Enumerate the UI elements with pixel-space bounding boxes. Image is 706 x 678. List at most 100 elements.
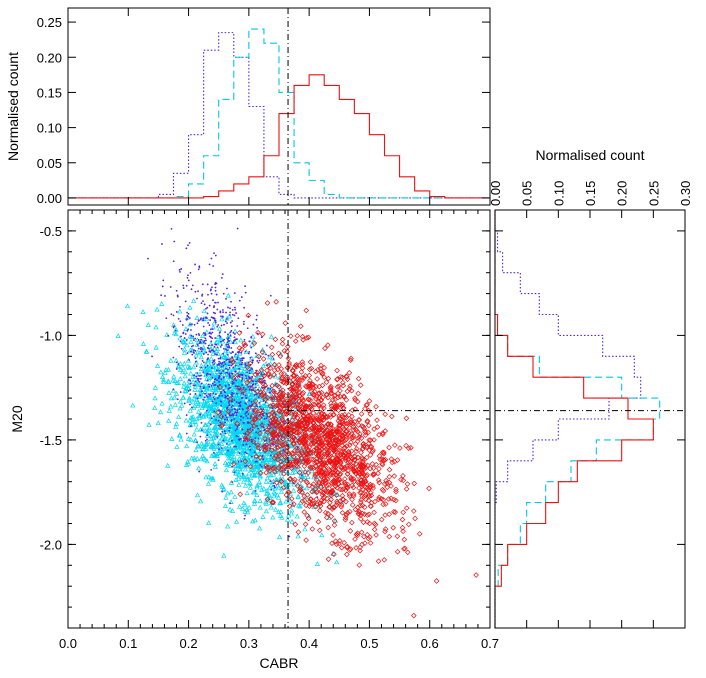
scatter-point	[252, 517, 258, 523]
top-y-axis-title: Normalised count	[5, 52, 21, 161]
scatter-point	[401, 536, 408, 543]
right-x-tick-label: 0.25	[646, 181, 661, 206]
scatter-point	[273, 299, 279, 305]
scatter-point	[201, 308, 207, 314]
scatter-point	[234, 429, 237, 432]
scatter-point	[291, 501, 297, 507]
scatter-point	[204, 376, 210, 382]
scatter-point	[297, 503, 303, 509]
scatter-point	[256, 405, 259, 408]
scatter-point	[223, 338, 226, 341]
scatter-point	[230, 431, 236, 437]
scatter-point	[252, 407, 259, 413]
scatter-point	[225, 490, 231, 496]
scatter-point	[302, 373, 309, 379]
scatter-point	[356, 417, 362, 423]
scatter-point	[172, 378, 178, 384]
scatter-point	[226, 322, 228, 325]
scatter-point	[315, 482, 321, 488]
scatter-point	[222, 389, 225, 392]
scatter-point	[240, 296, 243, 298]
scatter-point	[215, 410, 221, 416]
scatter-point	[211, 451, 217, 457]
scatter-point	[340, 379, 346, 386]
scatter-point	[198, 342, 201, 345]
scatter-point	[308, 403, 315, 410]
scatter-point	[145, 322, 151, 327]
scatter-point	[289, 380, 296, 387]
scatter-point	[217, 425, 224, 430]
scatter-point	[349, 407, 356, 413]
scatter-point	[244, 465, 246, 468]
scatter-point	[344, 388, 351, 395]
scatter-point	[182, 369, 188, 375]
scatter-point	[250, 518, 256, 524]
scatter-point	[268, 447, 275, 454]
scatter-point	[342, 450, 348, 456]
scatter-point	[175, 368, 178, 370]
scatter-point	[201, 293, 204, 296]
scatter-point	[344, 481, 351, 488]
scatter-point	[198, 470, 201, 473]
scatter-point	[404, 549, 411, 556]
scatter-point	[203, 422, 209, 428]
scatter-point	[239, 419, 242, 421]
x-tick-label: 0.5	[360, 636, 378, 651]
scatter-point	[342, 437, 349, 443]
scatter-point	[210, 340, 213, 343]
scatter-point	[198, 498, 204, 504]
scatter-point	[228, 345, 230, 348]
scatter-point	[226, 406, 229, 409]
scatter-point	[226, 353, 229, 356]
scatter-point	[253, 394, 256, 396]
scatter-point	[372, 498, 378, 505]
scatter-point	[244, 474, 250, 479]
scatter-point	[310, 434, 316, 441]
scatter-point	[159, 400, 165, 406]
scatter-point	[246, 410, 249, 413]
scatter-point	[247, 360, 254, 367]
scatter-point	[312, 460, 318, 466]
scatter-point	[206, 306, 209, 309]
scatter-point	[244, 413, 247, 415]
scatter-point	[238, 460, 244, 466]
scatter-point	[216, 325, 219, 328]
scatter-point	[215, 402, 217, 405]
scatter-point	[221, 445, 227, 451]
scatter-point	[185, 247, 188, 250]
scatter-point	[222, 311, 224, 314]
scatter-point	[207, 353, 209, 356]
scatter-point	[278, 425, 284, 432]
scatter-point	[194, 492, 201, 498]
scatter-point	[317, 457, 323, 464]
scatter-point	[228, 489, 234, 495]
scatter-point	[244, 514, 246, 517]
scatter-point	[208, 433, 214, 439]
scatter-point	[391, 496, 397, 503]
scatter-point	[251, 500, 258, 506]
scatter-point	[230, 419, 233, 422]
scatter-point	[301, 433, 307, 439]
scatter-point	[241, 474, 247, 480]
scatter-point	[266, 485, 273, 491]
scatter-point	[318, 497, 325, 504]
scatter-point	[222, 348, 229, 354]
scatter-point	[275, 457, 281, 463]
scatter-point	[287, 497, 293, 503]
scatter-point	[271, 455, 278, 461]
scatter-point	[320, 414, 327, 420]
scatter-point	[244, 363, 247, 366]
scatter-point	[248, 439, 251, 441]
scatter-point	[231, 391, 234, 394]
scatter-point	[312, 471, 319, 477]
scatter-point	[392, 442, 398, 448]
scatter-point	[202, 371, 205, 374]
scatter-point	[249, 341, 255, 347]
scatter-point	[225, 297, 227, 300]
scatter-point	[218, 375, 221, 378]
scatter-point	[250, 367, 253, 370]
scatter-point	[283, 374, 290, 381]
scatter-point	[213, 388, 219, 394]
scatter-point	[259, 347, 266, 352]
